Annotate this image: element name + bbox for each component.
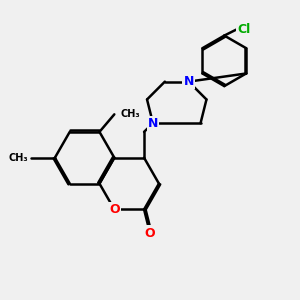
Text: CH₃: CH₃ — [120, 109, 140, 119]
Text: N: N — [184, 75, 194, 88]
Text: O: O — [145, 227, 155, 240]
Text: CH₃: CH₃ — [8, 153, 28, 163]
Text: O: O — [109, 203, 120, 216]
Text: N: N — [148, 117, 158, 130]
Text: Cl: Cl — [237, 23, 250, 36]
